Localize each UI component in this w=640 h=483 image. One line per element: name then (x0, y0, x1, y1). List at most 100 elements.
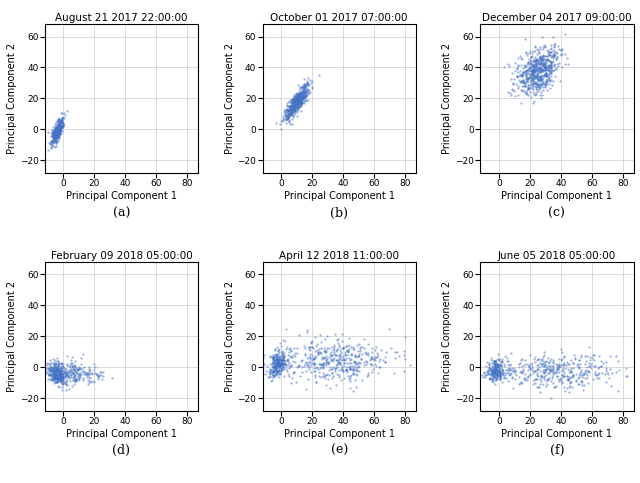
Point (488, 361, 499, 369)
Point (547, 355, 557, 363)
Point (534, 49, 544, 57)
Point (70, 376, 80, 384)
Point (295, 92, 305, 99)
Point (544, 51, 554, 58)
Point (93, 373, 103, 381)
Point (537, 78, 547, 85)
Point (541, 364, 552, 371)
Point (489, 365, 499, 372)
Point (536, 57, 546, 65)
Point (68, 373, 79, 381)
Point (45, 364, 56, 371)
Point (508, 79, 518, 87)
Point (535, 367, 545, 375)
Point (554, 364, 564, 371)
Point (541, 57, 552, 64)
Point (310, 352, 321, 360)
Point (541, 82, 551, 89)
Point (556, 50, 566, 58)
Point (367, 344, 377, 352)
Point (51, 372, 61, 380)
Point (536, 371, 546, 379)
Point (268, 355, 278, 362)
Point (294, 362, 304, 369)
Point (52, 368, 63, 375)
Point (51, 129, 61, 137)
Point (292, 90, 302, 98)
Point (293, 97, 303, 105)
Point (552, 49, 563, 57)
Point (531, 62, 541, 70)
Point (540, 72, 550, 80)
Point (272, 355, 282, 363)
Point (520, 68, 530, 75)
Point (563, 384, 573, 392)
Point (50, 374, 60, 382)
Point (56, 367, 67, 375)
Point (511, 71, 522, 79)
Point (494, 368, 504, 376)
Point (51, 127, 61, 135)
Point (290, 97, 300, 105)
Point (291, 96, 301, 103)
Point (332, 356, 342, 364)
Point (539, 375, 549, 383)
Point (345, 364, 355, 372)
Point (73, 365, 83, 372)
Point (578, 371, 588, 379)
Point (47, 369, 57, 377)
Point (54, 121, 65, 129)
Point (354, 350, 364, 358)
Point (536, 62, 547, 70)
Point (533, 82, 543, 89)
Point (285, 104, 295, 112)
Point (292, 82, 303, 89)
Point (372, 353, 383, 361)
Point (52, 354, 62, 362)
Point (49, 130, 60, 138)
Point (288, 99, 298, 106)
Point (50, 370, 60, 378)
Point (543, 362, 554, 370)
Point (287, 108, 297, 116)
Point (361, 360, 371, 368)
Point (539, 61, 549, 69)
Point (283, 106, 293, 114)
Point (492, 366, 502, 374)
Point (561, 361, 572, 369)
Point (532, 80, 543, 87)
Point (350, 376, 360, 384)
Point (52, 373, 62, 381)
Point (319, 344, 329, 352)
Point (288, 103, 298, 111)
Point (555, 375, 565, 383)
Point (270, 365, 280, 373)
Point (64, 371, 74, 379)
Point (343, 348, 353, 355)
Point (277, 116, 287, 124)
Point (300, 96, 310, 103)
Point (47, 128, 58, 135)
Point (516, 86, 527, 94)
Point (529, 74, 539, 82)
Point (294, 90, 305, 98)
Point (340, 342, 351, 350)
Point (495, 372, 505, 380)
Point (294, 89, 305, 97)
Point (53, 128, 63, 136)
Point (268, 368, 278, 375)
Point (98, 372, 108, 380)
Point (51, 133, 61, 141)
Point (52, 126, 62, 133)
Point (344, 334, 355, 342)
Point (52, 373, 63, 381)
Point (548, 66, 559, 73)
Point (296, 95, 306, 103)
Point (564, 366, 575, 374)
Point (601, 364, 611, 372)
Point (81, 371, 91, 379)
Point (305, 351, 315, 358)
Point (536, 65, 546, 73)
Point (298, 88, 308, 96)
Point (349, 358, 360, 366)
